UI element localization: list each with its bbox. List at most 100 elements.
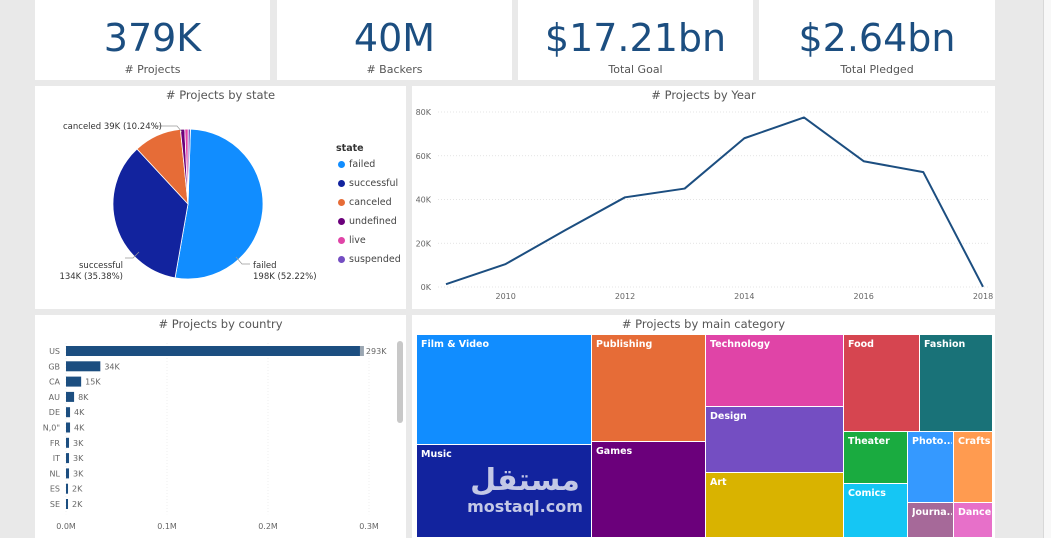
treemap: Film & Video Music Publishing Games Technolo… [417, 335, 993, 538]
bar[interactable] [66, 453, 70, 464]
legend-item-successful[interactable]: successful [338, 178, 398, 189]
y-category-label: SE [50, 500, 60, 509]
line-chart: 0K 20K 40K 60K 80K 2010 2012 2014 2016 2018 [416, 108, 994, 301]
legend-item-live[interactable]: live [338, 235, 366, 246]
y-category-label: NL [50, 469, 61, 478]
treemap-tile[interactable]: Crafts [954, 432, 993, 503]
treemap-tile[interactable]: Games [592, 442, 706, 538]
kpi-value: 40M [353, 16, 436, 60]
bar[interactable] [66, 407, 71, 418]
legend-marker [338, 161, 345, 168]
bar-chart: 0.0M 0.1M 0.2M 0.3M US 293K GB 34K CA 15K AU 8K DE 4K… [43, 343, 387, 531]
kpi-card-backers[interactable]: 40M # Backers [277, 0, 512, 80]
bar[interactable] [66, 422, 71, 433]
bar-data-label: 293K [366, 347, 387, 356]
treemap-tile-label: Journa... [912, 507, 952, 518]
pie-value-successful: 134K (35.38%) [59, 272, 123, 282]
treemap-tile-label: Design [710, 411, 747, 422]
kpi-card-total-pledged[interactable]: $2.64bn Total Pledged [759, 0, 995, 80]
bar[interactable] [66, 468, 70, 479]
treemap-tile[interactable]: Food [844, 335, 920, 432]
pie-chart-title: # Projects by state [165, 88, 276, 102]
legend-item-canceled[interactable]: canceled [338, 197, 392, 208]
pie-slice-successful[interactable] [112, 148, 189, 279]
line-series[interactable] [445, 116, 984, 288]
treemap-tile-label: Film & Video [421, 339, 490, 350]
pie-slice-suspended[interactable] [187, 128, 191, 205]
x-tick-label: 0.1M [157, 522, 177, 531]
bar-data-label: 3K [73, 469, 84, 478]
right-panel-edge[interactable] [1043, 0, 1051, 538]
legend-marker [338, 256, 345, 263]
kpi-label: Total Goal [608, 63, 663, 76]
watermark-brand: مستقل [470, 463, 580, 498]
bar[interactable] [66, 361, 101, 372]
legend-marker [338, 237, 345, 244]
treemap-tile[interactable]: Film & Video [417, 335, 592, 445]
treemap-tile-label: Publishing [596, 339, 653, 350]
y-category-label: DE [49, 408, 60, 417]
legend-item-failed[interactable]: failed [338, 159, 375, 170]
treemap-tile[interactable]: Photo... [908, 432, 954, 503]
treemap-tile-label: Fashion [924, 339, 966, 350]
bar[interactable] [66, 391, 75, 402]
pie-chart-card[interactable]: # Projects by state canceled 39K (10.24%… [35, 86, 406, 309]
failed-leader-line [235, 256, 250, 265]
bar-chart-scrollbar[interactable] [397, 341, 403, 423]
pie-chart: canceled 39K (10.24%) successful 134K (3… [59, 122, 316, 282]
bar[interactable] [66, 376, 82, 387]
treemap-tile[interactable]: Journa... [908, 503, 954, 538]
line-chart-card[interactable]: # Projects by Year 0K 20K 40K 60K 80K 2010 201… [412, 86, 995, 309]
treemap-tile[interactable]: Dance [954, 503, 993, 538]
x-tick-label: 0.2M [258, 522, 278, 531]
bar-data-label: 34K [104, 362, 120, 371]
treemap-tile[interactable]: Fashion [920, 335, 993, 432]
y-category-label: US [49, 347, 60, 356]
treemap-tile[interactable]: Comics [844, 484, 908, 538]
watermark-url: mostaql.com [467, 497, 583, 516]
y-tick-label: 80K [416, 108, 432, 117]
bar-data-label: 3K [73, 439, 84, 448]
legend-marker [338, 199, 345, 206]
kpi-value: $2.64bn [798, 16, 956, 60]
y-category-label: ES [50, 485, 60, 494]
treemap-tile-label: Crafts [958, 436, 991, 447]
treemap-tile[interactable]: Art [706, 473, 844, 538]
legend-item-suspended[interactable]: suspended [338, 254, 401, 265]
kpi-card-projects[interactable]: 379K # Projects [35, 0, 270, 80]
legend-label: failed [349, 159, 376, 170]
kpi-label: # Projects [124, 63, 181, 76]
bar-data-label: 3K [73, 454, 84, 463]
bar-data-label: 2K [72, 500, 83, 509]
bar[interactable] [66, 483, 69, 494]
treemap-tile[interactable]: Theater [844, 432, 908, 484]
pie-legend-title: state [336, 143, 364, 154]
kpi-label: # Backers [366, 63, 423, 76]
treemap-title: # Projects by main category [621, 317, 786, 331]
legend-label: successful [349, 178, 399, 189]
bar-data-label: 8K [78, 393, 89, 402]
line-chart-title: # Projects by Year [651, 88, 756, 102]
legend-label: suspended [349, 254, 401, 265]
treemap-tile[interactable]: Design [706, 407, 844, 473]
bar[interactable] [66, 346, 362, 356]
bar[interactable] [66, 437, 70, 448]
pie-slice-failed[interactable] [174, 128, 264, 280]
y-category-label: AU [49, 393, 60, 402]
treemap-tile[interactable]: Music [417, 445, 592, 538]
pie-label-successful: successful [79, 261, 123, 271]
bar[interactable] [66, 499, 69, 509]
bar-chart-card[interactable]: # Projects by country 0.0M 0.1M 0.2M 0.3M US… [35, 315, 406, 538]
treemap-card[interactable]: # Projects by main category Film & Video… [412, 315, 995, 538]
legend-item-undefined[interactable]: undefined [338, 216, 397, 227]
treemap-tile[interactable]: Technology [706, 335, 844, 407]
watermark: مستقل mostaql.com [460, 463, 590, 517]
treemap-tile-label: Food [848, 339, 874, 350]
bar-data-label: 2K [72, 485, 83, 494]
kpi-card-total-goal[interactable]: $17.21bn Total Goal [518, 0, 753, 80]
treemap-tile[interactable]: Publishing [592, 335, 706, 442]
x-tick-label: 2018 [973, 292, 993, 301]
legend-label: live [349, 235, 366, 246]
y-tick-label: 20K [416, 239, 432, 248]
bar-data-label: 15K [85, 378, 101, 387]
